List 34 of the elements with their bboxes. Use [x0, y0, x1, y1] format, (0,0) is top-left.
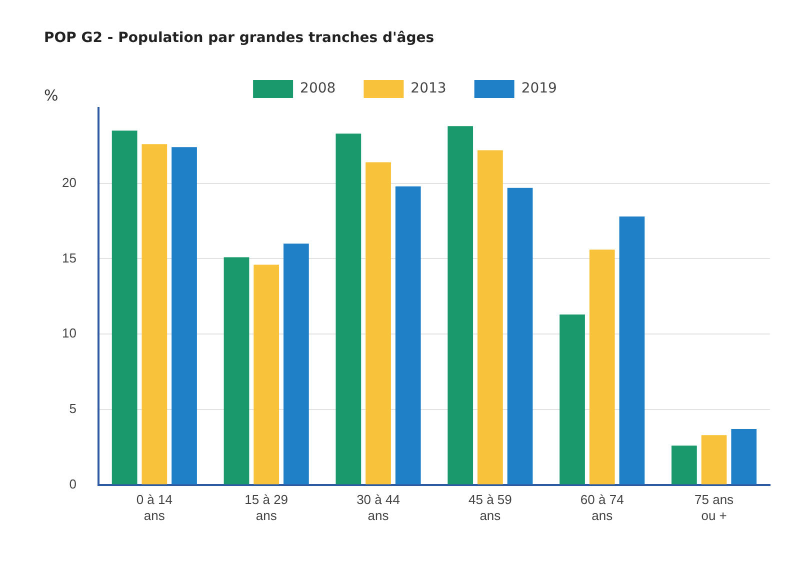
x-tick-label: 75 ans ou +: [694, 492, 734, 523]
bar: [448, 126, 474, 484]
bar: [478, 150, 503, 484]
bar: [701, 435, 727, 484]
bar: [672, 446, 697, 484]
bar: [112, 130, 138, 484]
legend-label: 2008: [300, 80, 336, 97]
bar: [366, 162, 391, 484]
bar: [589, 250, 615, 484]
bar: [224, 257, 250, 484]
y-axis-title: %: [44, 86, 58, 104]
bar: [619, 216, 645, 484]
bar: [172, 147, 197, 484]
bar: [395, 186, 421, 484]
chart-title: POP G2 - Population par grandes tranches d'âges: [44, 30, 434, 46]
legend-label: 2019: [521, 80, 557, 97]
bar: [731, 429, 757, 484]
y-tick-label: 20: [62, 174, 76, 190]
x-tick-label: 0 à 14 ans: [136, 492, 172, 523]
bar: [254, 264, 280, 484]
bar: [142, 144, 168, 484]
y-tick-label: 15: [62, 250, 76, 266]
legend-label: 2013: [410, 80, 446, 97]
y-tick-label: 10: [62, 326, 76, 341]
x-tick-label: 60 à 74 ans: [580, 492, 624, 523]
bar: [284, 244, 309, 484]
y-tick-label: 0: [69, 476, 76, 492]
x-tick-label: 15 à 29 ans: [244, 492, 288, 523]
y-tick-label: 5: [69, 401, 76, 416]
bar: [336, 134, 362, 484]
x-tick-label: 45 à 59 ans: [468, 492, 512, 523]
x-tick-label: 30 à 44 ans: [356, 492, 400, 523]
bar: [560, 314, 585, 484]
bar: [507, 188, 533, 484]
